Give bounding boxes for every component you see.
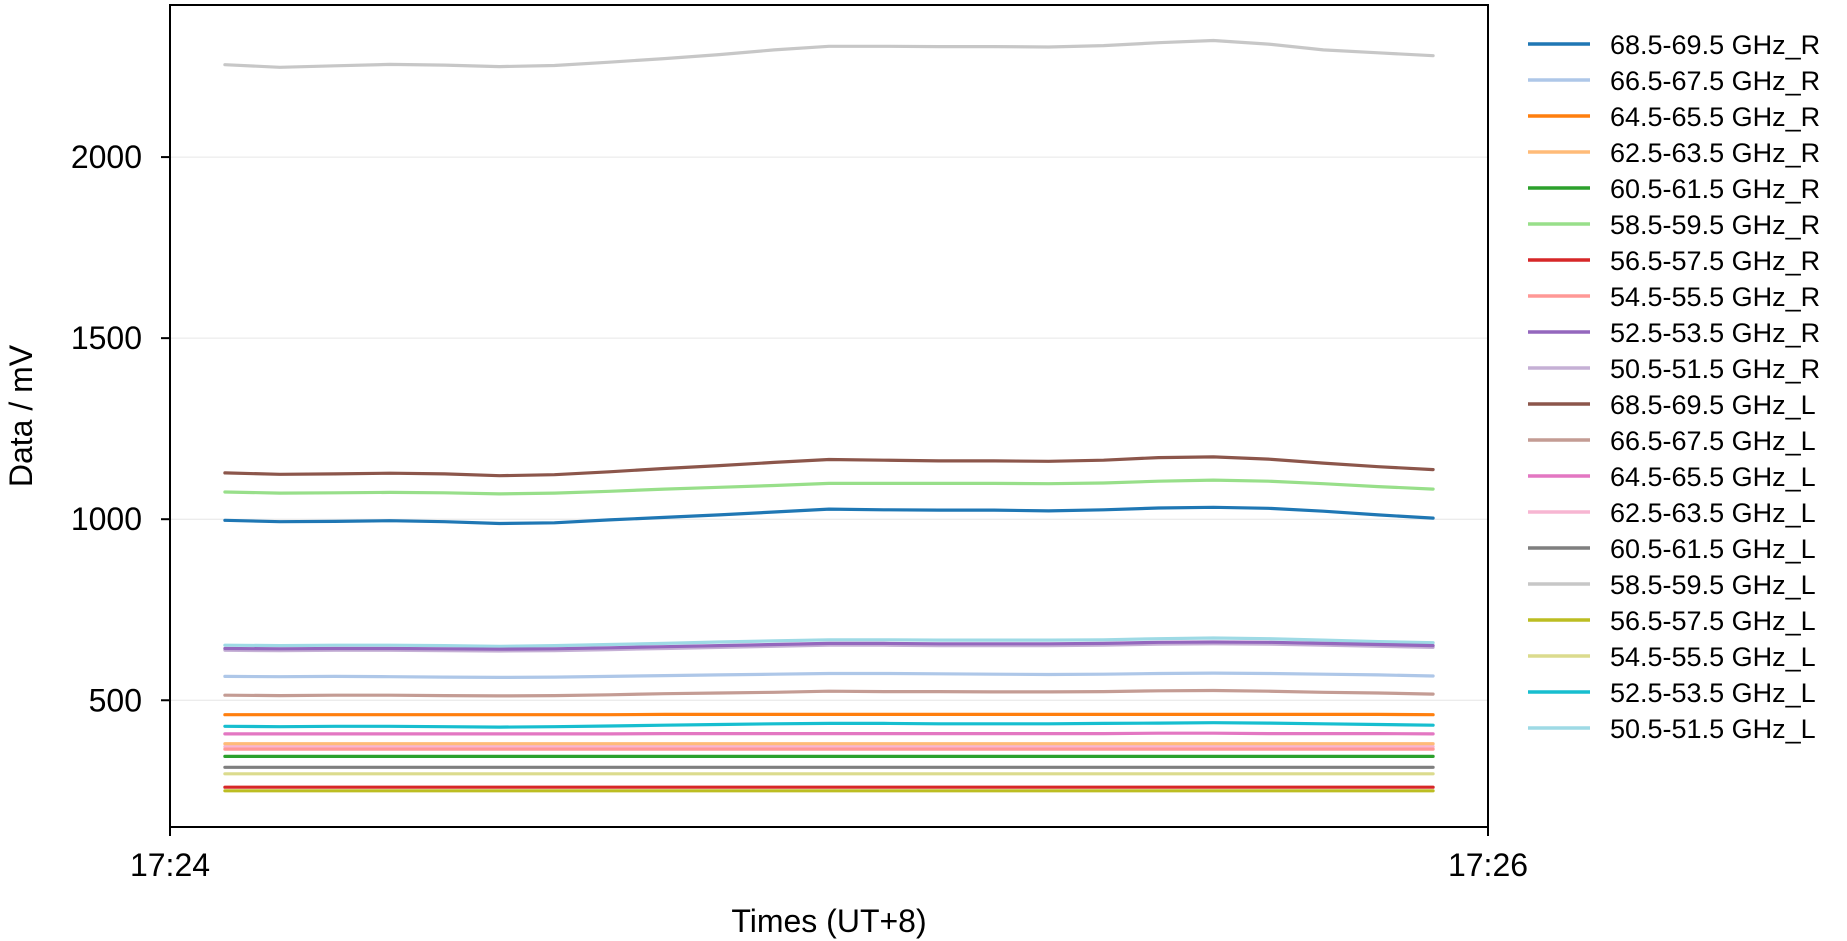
series-line-64-5-65-5-ghz-l <box>223 731 1435 736</box>
series-lines <box>223 38 1435 793</box>
x-axis-ticks: 17:24 17:26 <box>130 827 1528 883</box>
legend-label: 66.5-67.5 GHz_R <box>1610 66 1820 96</box>
y-axis-label: Data / mV <box>3 344 39 487</box>
legend-label: 62.5-63.5 GHz_R <box>1610 138 1820 168</box>
legend-label: 68.5-69.5 GHz_L <box>1610 390 1816 420</box>
series-line-58-5-59-5-ghz-l <box>223 38 1435 69</box>
y-tick-label: 1000 <box>71 501 142 537</box>
legend-label: 58.5-59.5 GHz_L <box>1610 570 1816 600</box>
series-line-68-5-69-5-ghz-r <box>223 505 1435 526</box>
legend-label: 56.5-57.5 GHz_L <box>1610 606 1816 636</box>
x-tick-label: 17:24 <box>130 847 210 883</box>
legend-label: 60.5-61.5 GHz_L <box>1610 534 1816 564</box>
y-axis-ticks: 500 1000 1500 2000 <box>71 139 170 718</box>
legend-label: 54.5-55.5 GHz_L <box>1610 642 1816 672</box>
legend-label: 50.5-51.5 GHz_L <box>1610 714 1816 744</box>
x-axis-label: Times (UT+8) <box>731 903 926 939</box>
series-line-50-5-51-5-ghz-r <box>223 642 1435 653</box>
series-line-66-5-67-5-ghz-l <box>223 688 1435 698</box>
series-line-68-5-69-5-ghz-l <box>223 455 1435 478</box>
gridlines <box>170 156 1488 701</box>
legend: 68.5-69.5 GHz_R 66.5-67.5 GHz_R 64.5-65.5 … <box>1528 30 1820 744</box>
legend-label: 66.5-67.5 GHz_L <box>1610 426 1816 456</box>
legend-label: 52.5-53.5 GHz_R <box>1610 318 1820 348</box>
y-tick-label: 2000 <box>71 139 142 175</box>
y-tick-label: 500 <box>89 682 142 718</box>
legend-label: 60.5-61.5 GHz_R <box>1610 174 1820 204</box>
legend-label: 68.5-69.5 GHz_R <box>1610 30 1820 60</box>
x-tick-label: 17:26 <box>1448 847 1528 883</box>
series-line-52-5-53-5-ghz-r <box>223 640 1435 651</box>
legend-label: 64.5-65.5 GHz_L <box>1610 462 1816 492</box>
legend-label: 62.5-63.5 GHz_L <box>1610 498 1816 528</box>
series-line-66-5-67-5-ghz-r <box>223 671 1435 680</box>
series-line-50-5-51-5-ghz-l <box>223 636 1435 648</box>
legend-label: 54.5-55.5 GHz_R <box>1610 282 1820 312</box>
plot-frame <box>169 4 1489 828</box>
legend-label: 56.5-57.5 GHz_R <box>1610 246 1820 276</box>
legend-label: 58.5-59.5 GHz_R <box>1610 210 1820 240</box>
legend-label: 52.5-53.5 GHz_L <box>1610 678 1816 708</box>
series-line-52-5-53-5-ghz-l <box>223 721 1435 729</box>
legend-label: 50.5-51.5 GHz_R <box>1610 354 1820 384</box>
y-tick-label: 1500 <box>71 320 142 356</box>
series-line-58-5-59-5-ghz-r <box>223 478 1435 496</box>
legend-label: 64.5-65.5 GHz_R <box>1610 102 1820 132</box>
